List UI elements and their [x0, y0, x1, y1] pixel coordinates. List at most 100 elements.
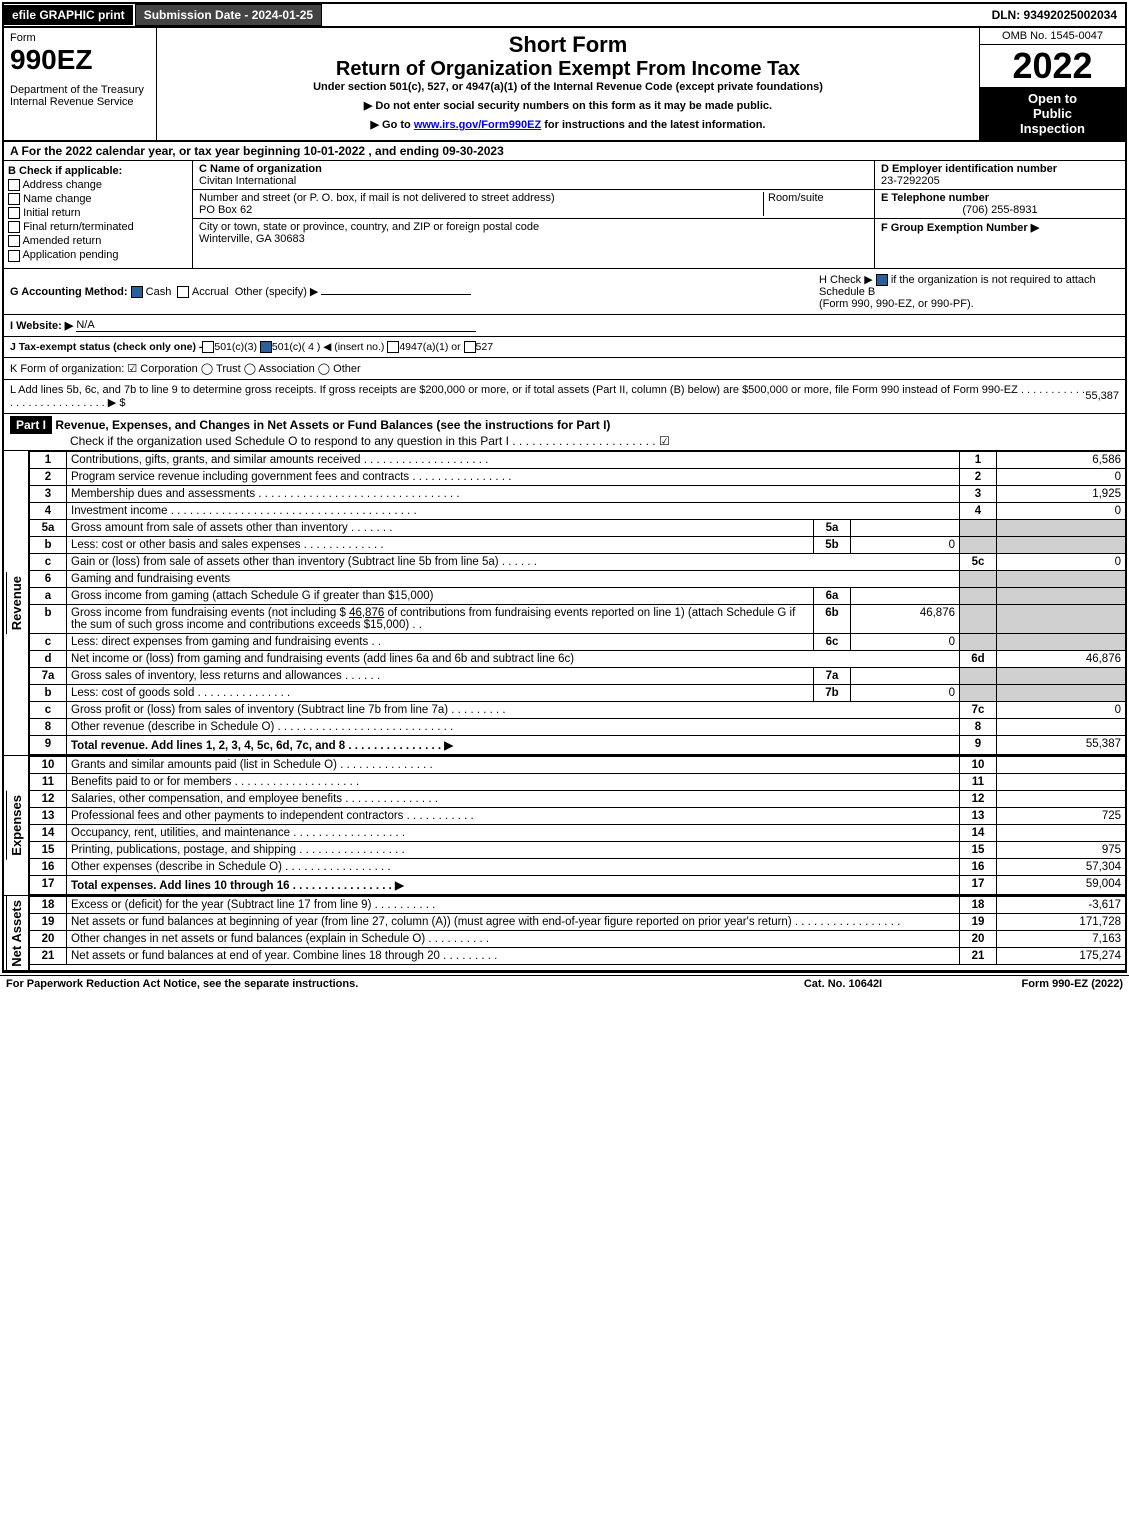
chk-pending[interactable]: Application pending — [8, 249, 188, 261]
form-number: 990EZ — [10, 44, 150, 76]
footer-catno: Cat. No. 10642I — [743, 978, 943, 990]
box-def: D Employer identification number 23-7292… — [874, 161, 1125, 268]
box-g: G Accounting Method: Cash Accrual Other … — [10, 285, 819, 298]
part1-check: Check if the organization used Schedule … — [10, 434, 670, 448]
dept-treasury: Department of the Treasury — [10, 84, 150, 96]
open-line2: Public — [982, 106, 1123, 121]
chk-amended[interactable]: Amended return — [8, 235, 188, 247]
netassets-side-label: Net Assets — [6, 896, 26, 971]
netassets-section: Net Assets 18Excess or (deficit) for the… — [4, 896, 1125, 972]
line-20: 20Other changes in net assets or fund ba… — [30, 930, 1125, 947]
main-title: Return of Organization Exempt From Incom… — [161, 58, 975, 81]
header-right: OMB No. 1545-0047 2022 Open to Public In… — [979, 28, 1125, 140]
line-2: 2Program service revenue including gover… — [30, 468, 1125, 485]
line-7b: bLess: cost of goods sold . . . . . . . … — [30, 684, 1125, 701]
city-label: City or town, state or province, country… — [199, 221, 539, 233]
chk-address[interactable]: Address change — [8, 179, 188, 191]
expenses-side-label: Expenses — [6, 791, 26, 860]
line-21: 21Net assets or fund balances at end of … — [30, 947, 1125, 964]
e-label: E Telephone number — [881, 192, 989, 204]
form-header: Form 990EZ Department of the Treasury In… — [4, 28, 1125, 142]
efile-print-label[interactable]: efile GRAPHIC print — [4, 5, 133, 25]
website-value: N/A — [76, 319, 476, 332]
submission-date: Submission Date - 2024-01-25 — [135, 4, 322, 26]
chk-527[interactable] — [464, 341, 476, 353]
open-line1: Open to — [982, 91, 1123, 106]
g-label: G Accounting Method: — [10, 286, 128, 298]
j-label: J Tax-exempt status (check only one) - — [10, 341, 202, 353]
expenses-table: 10Grants and similar amounts paid (list … — [30, 756, 1125, 895]
room-suite: Room/suite — [763, 192, 868, 216]
box-b: B Check if applicable: Address change Na… — [4, 161, 193, 268]
footer-left: For Paperwork Reduction Act Notice, see … — [6, 978, 743, 990]
revenue-side-label: Revenue — [6, 572, 26, 634]
chk-4947[interactable] — [387, 341, 399, 353]
line-6a: aGross income from gaming (attach Schedu… — [30, 587, 1125, 604]
line-18: 18Excess or (deficit) for the year (Subt… — [30, 896, 1125, 913]
other-specify-input[interactable] — [321, 294, 471, 295]
chk-501c[interactable] — [260, 341, 272, 353]
part1-label: Part I — [10, 416, 52, 434]
line-6d: dNet income or (loss) from gaming and fu… — [30, 650, 1125, 667]
i-label: I Website: ▶ — [10, 319, 73, 332]
netassets-table: 18Excess or (deficit) for the year (Subt… — [30, 896, 1125, 965]
line-6b: bGross income from fundraising events (n… — [30, 604, 1125, 633]
form-990ez: efile GRAPHIC print Submission Date - 20… — [2, 2, 1127, 973]
chk-accrual[interactable] — [177, 286, 189, 298]
chk-schedb[interactable] — [876, 274, 888, 286]
c-label: C Name of organization — [199, 163, 322, 175]
chk-cash[interactable] — [131, 286, 143, 298]
line-5a: 5aGross amount from sale of assets other… — [30, 519, 1125, 536]
expenses-section: Expenses 10Grants and similar amounts pa… — [4, 756, 1125, 896]
f-label: F Group Exemption Number ▶ — [881, 222, 1039, 234]
open-public-inspection: Open to Public Inspection — [980, 87, 1125, 140]
line-1: 1Contributions, gifts, grants, and simil… — [30, 451, 1125, 468]
line-8: 8Other revenue (describe in Schedule O) … — [30, 718, 1125, 735]
box-c: C Name of organization Civitan Internati… — [193, 161, 874, 268]
row-l: L Add lines 5b, 6c, and 7b to line 9 to … — [4, 380, 1125, 414]
b-label: B Check if applicable: — [8, 165, 188, 177]
chk-501c3[interactable] — [202, 341, 214, 353]
header-left: Form 990EZ Department of the Treasury In… — [4, 28, 157, 140]
page-footer: For Paperwork Reduction Act Notice, see … — [0, 975, 1129, 992]
row-k: K Form of organization: ☑ Corporation ◯ … — [4, 358, 1125, 380]
line-5b: bLess: cost or other basis and sales exp… — [30, 536, 1125, 553]
info-grid: B Check if applicable: Address change Na… — [4, 161, 1125, 269]
section-a-taxyear: A For the 2022 calendar year, or tax yea… — [4, 142, 1125, 161]
tax-year: 2022 — [980, 45, 1125, 87]
goto-note: ▶ Go to www.irs.gov/Form990EZ for instru… — [161, 118, 975, 131]
line-3: 3Membership dues and assessments . . . .… — [30, 485, 1125, 502]
l-amount: 55,387 — [1085, 390, 1119, 402]
box-h: H Check ▶ if the organization is not req… — [819, 273, 1119, 310]
addr-value: PO Box 62 — [199, 204, 252, 216]
l-text: L Add lines 5b, 6c, and 7b to line 9 to … — [10, 384, 1085, 409]
line-13: 13Professional fees and other payments t… — [30, 807, 1125, 824]
short-form-title: Short Form — [161, 32, 975, 58]
line-19: 19Net assets or fund balances at beginni… — [30, 913, 1125, 930]
g-other: Other (specify) ▶ — [235, 286, 319, 298]
chk-initial[interactable]: Initial return — [8, 207, 188, 219]
row-gh: G Accounting Method: Cash Accrual Other … — [4, 269, 1125, 315]
goto-pre: ▶ Go to — [371, 119, 414, 131]
revenue-section: Revenue 1Contributions, gifts, grants, a… — [4, 451, 1125, 756]
chk-final[interactable]: Final return/terminated — [8, 221, 188, 233]
d-label: D Employer identification number — [881, 163, 1057, 175]
line-7c: cGross profit or (loss) from sales of in… — [30, 701, 1125, 718]
line-4: 4Investment income . . . . . . . . . . .… — [30, 502, 1125, 519]
dln: DLN: 93492025002034 — [992, 8, 1125, 22]
line-5c: cGain or (loss) from sale of assets othe… — [30, 553, 1125, 570]
line-6c: cLess: direct expenses from gaming and f… — [30, 633, 1125, 650]
form-label: Form — [10, 32, 150, 44]
top-bar: efile GRAPHIC print Submission Date - 20… — [4, 4, 1125, 28]
ssn-note: ▶ Do not enter social security numbers o… — [161, 99, 975, 112]
chk-name[interactable]: Name change — [8, 193, 188, 205]
ein-value: 23-7292205 — [881, 175, 940, 187]
footer-formno: Form 990-EZ (2022) — [943, 978, 1123, 990]
open-line3: Inspection — [982, 121, 1123, 136]
line-16: 16Other expenses (describe in Schedule O… — [30, 858, 1125, 875]
line-7a: 7aGross sales of inventory, less returns… — [30, 667, 1125, 684]
phone-value: (706) 255-8931 — [881, 204, 1119, 216]
irs-link[interactable]: www.irs.gov/Form990EZ — [414, 119, 541, 131]
revenue-table: 1Contributions, gifts, grants, and simil… — [30, 451, 1125, 755]
part1-title: Revenue, Expenses, and Changes in Net As… — [55, 418, 610, 432]
